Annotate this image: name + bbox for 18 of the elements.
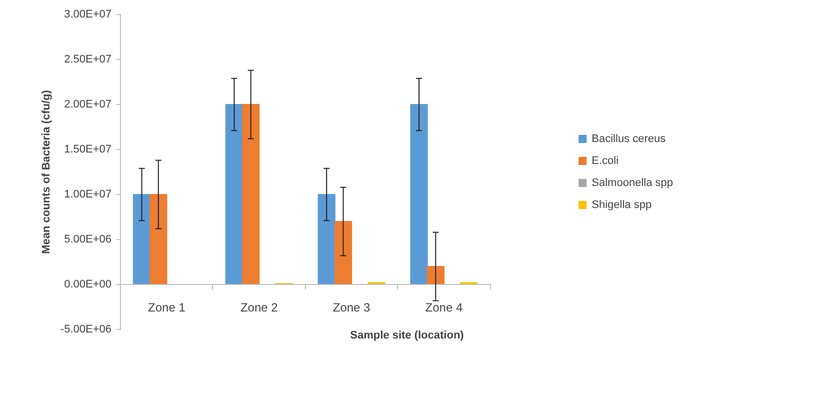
y-tick-label: 0.00E+00 — [64, 278, 112, 290]
y-tick-label: 2.00E+07 — [64, 98, 112, 110]
legend-label: E.coli — [592, 154, 619, 166]
legend-label: Shigella spp — [592, 198, 652, 210]
x-axis-title: Sample site (location) — [350, 330, 464, 342]
legend-label: Salmoonella spp — [592, 176, 673, 188]
legend-label: Bacillus cereus — [592, 132, 666, 144]
x-tick-label: Zone 2 — [240, 300, 278, 314]
y-tick-label: 5.00E+06 — [64, 234, 112, 246]
y-tick-label: 1.50E+07 — [64, 144, 112, 156]
x-tick-label: Zone 4 — [425, 300, 463, 314]
y-tick-label: 1.00E+07 — [64, 188, 112, 200]
y-tick-label: 3.00E+07 — [64, 8, 112, 20]
y-tick-label: -5.00E+06 — [60, 324, 112, 336]
x-tick-label: Zone 1 — [148, 300, 186, 314]
y-axis-title: Mean counts of Bacteria (cfu/g) — [40, 90, 52, 254]
x-tick-label: Zone 3 — [332, 300, 371, 314]
y-tick-label: 2.50E+07 — [64, 54, 112, 66]
